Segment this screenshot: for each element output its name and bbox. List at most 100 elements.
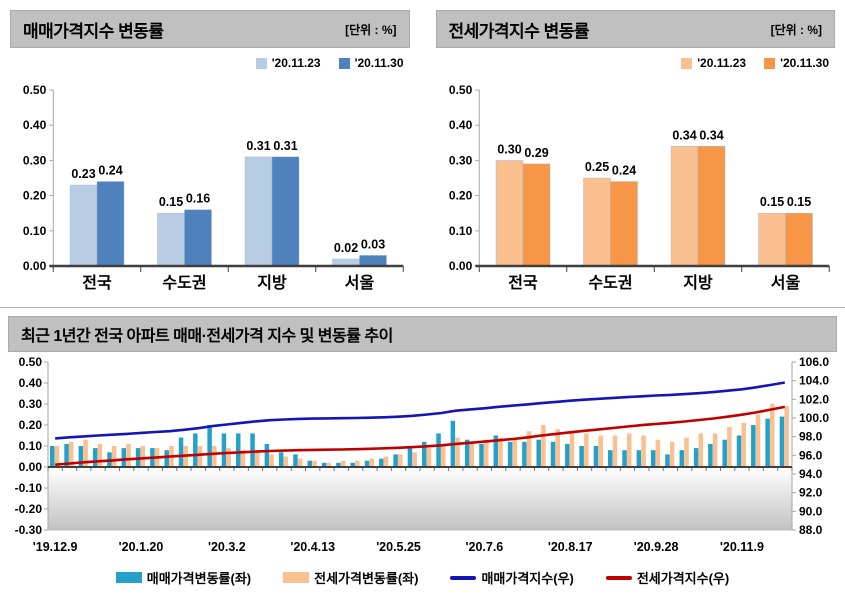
trend-bar: [426, 448, 432, 467]
trend-bar: [121, 448, 127, 467]
trend-bar: [722, 439, 727, 467]
trend-bar: [264, 443, 270, 467]
trend-bar: [464, 439, 470, 467]
trend-bar: [178, 437, 184, 467]
jeonse-index-line-swatch: [605, 575, 632, 580]
trend-bar: [636, 450, 642, 467]
bar-value-label: 0.31: [246, 139, 270, 153]
jeonse-legend: '20.11.23 '20.11.30: [436, 48, 836, 74]
trend-bar: [340, 460, 346, 467]
trend-bar: [197, 446, 203, 467]
section-divider: [0, 307, 845, 308]
trend-bar: [312, 460, 317, 467]
sale-prev-swatch: [255, 57, 267, 69]
trend-bar: [69, 441, 74, 467]
category-label: 서울: [770, 274, 800, 292]
left-tick-label: 0.50: [19, 355, 43, 369]
trend-bar: [140, 446, 146, 467]
sale-unit-label: [단위 : %]: [345, 22, 397, 37]
left-tick-label: 0.40: [19, 376, 43, 390]
legend-item: '20.11.30: [764, 56, 829, 70]
trend-bar: [736, 435, 742, 467]
trend-bar: [579, 446, 584, 467]
trend-bar: [483, 439, 489, 467]
legend-item: 전세가격지수(우): [605, 568, 730, 587]
right-tick-label: 90.0: [799, 504, 823, 518]
x-tick-label: '20.5.25: [376, 540, 421, 554]
trend-title-bar: 최근 1년간 전국 아파트 매매·전세가격 지수 및 변동률 추이: [8, 316, 837, 352]
trend-bar: [221, 433, 227, 467]
x-tick-label: '20.7.6: [466, 540, 504, 554]
y-tick-label: 0.00: [23, 259, 47, 273]
trend-bar: [364, 460, 370, 467]
trend-bar: [92, 448, 98, 467]
trend-bar: [269, 454, 274, 467]
legend-item: '20.11.23: [681, 56, 746, 70]
trend-bar: [407, 448, 413, 467]
trend-bar: [355, 460, 360, 467]
legend-label: '20.11.30: [354, 56, 404, 70]
trend-bar: [779, 416, 785, 467]
trend-bar: [593, 446, 599, 467]
trend-bar: [770, 404, 775, 467]
y-tick-label: 0.50: [448, 83, 472, 97]
trend-bar: [584, 433, 589, 467]
bar: [69, 184, 98, 267]
legend-item: 매매가격변동률(좌): [115, 568, 252, 587]
trend-bar: [321, 462, 327, 467]
trend-bar: [784, 406, 789, 467]
jeonse-panel-header: 전세가격지수 변동률 [단위 : %]: [435, 10, 835, 48]
bar: [697, 146, 725, 267]
y-tick-label: 0.10: [448, 224, 472, 238]
trend-bar: [627, 433, 632, 467]
trend-bar: [569, 431, 575, 467]
trend-bar: [212, 446, 217, 467]
bar: [757, 212, 786, 267]
trend-bar: [522, 441, 527, 467]
legend-label: 매매가격변동률(좌): [146, 571, 252, 586]
bar-value-label: 0.34: [699, 128, 723, 142]
sale-legend: '20.11.23 '20.11.30: [10, 48, 410, 74]
right-tick-label: 88.0: [799, 523, 823, 537]
bar-value-label: 0.15: [786, 195, 810, 209]
y-tick-label: 0.40: [448, 118, 472, 132]
trend-bar: [336, 462, 341, 467]
trend-bar: [598, 435, 603, 467]
x-tick-label: '20.4.13: [290, 540, 335, 554]
y-tick-label: 0.20: [23, 189, 47, 203]
trend-panel: 최근 1년간 전국 아파트 매매·전세가격 지수 및 변동률 추이 0.50 0.…: [0, 316, 845, 587]
right-tick-label: 104.0: [799, 374, 829, 388]
trend-bar: [164, 450, 169, 467]
bar-value-label: 0.23: [71, 167, 95, 181]
trend-bar: [293, 454, 298, 467]
trend-bar: [550, 441, 556, 467]
legend-label: '20.11.23: [271, 56, 321, 70]
legend-label: 전세가격지수(우): [636, 571, 730, 586]
jeonse-change-swatch: [283, 572, 310, 583]
bar-value-label: 0.31: [273, 139, 297, 153]
legend-label: 매매가격지수(우): [481, 571, 574, 586]
jeonse-curr-swatch: [764, 57, 776, 69]
category-label: 수도권: [162, 273, 206, 292]
sale-curr-swatch: [338, 57, 350, 69]
bar: [670, 146, 698, 267]
sale-panel-title: 매매가격지수 변동률: [23, 21, 164, 41]
right-tick-label: 96.0: [799, 448, 823, 462]
legend-label: '20.11.23: [697, 56, 747, 70]
bar-value-label: 0.03: [361, 237, 385, 251]
jeonse-panel-title: 전세가격지수 변동률: [448, 21, 590, 41]
trend-bar: [50, 446, 55, 467]
legend-item: '20.11.23: [255, 56, 321, 70]
trend-bar: [283, 456, 289, 467]
y-tick-label: 0.30: [448, 153, 472, 167]
legend-label: 전세가격변동률(좌): [314, 571, 419, 586]
sale-panel: 매매가격지수 변동률 [단위 : %] '20.11.23 '20.11.30 …: [10, 10, 410, 306]
bar: [359, 255, 387, 267]
right-tick-label: 94.0: [799, 467, 823, 481]
bar: [522, 163, 550, 267]
bar: [495, 160, 523, 267]
category-label: 서울: [345, 274, 375, 292]
jeonse-unit-label: [단위 : %]: [770, 22, 822, 37]
